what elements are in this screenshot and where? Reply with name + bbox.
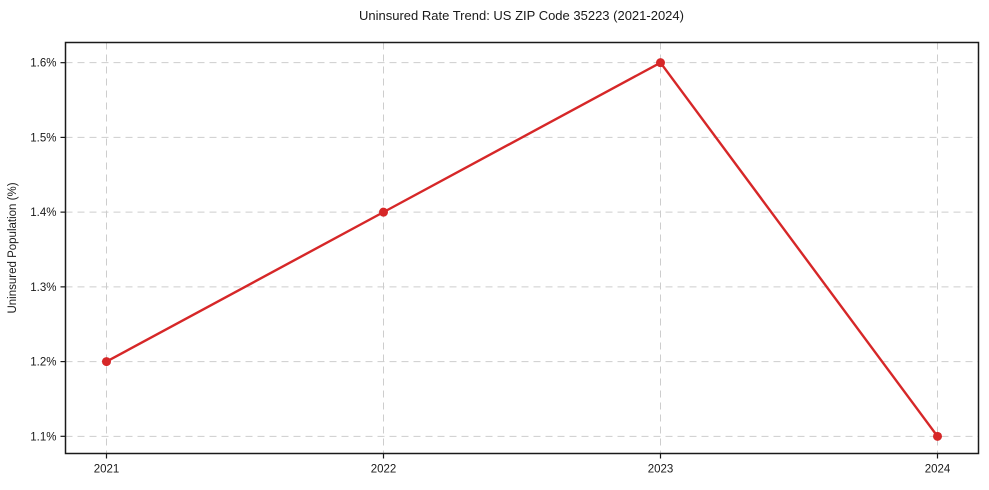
y-tick-label: 1.5%: [30, 132, 56, 144]
y-tick-label: 1.1%: [30, 431, 56, 443]
y-tick-label: 1.2%: [30, 357, 56, 369]
x-tick-label: 2023: [648, 464, 674, 476]
data-point-marker: [933, 431, 942, 441]
x-tick-label: 2022: [371, 464, 397, 476]
trend-line: [105, 61, 939, 438]
y-tick-label: 1.4%: [30, 207, 56, 219]
plot-frame: [64, 41, 980, 455]
y-tick-label: 1.3%: [30, 282, 56, 294]
chart-title: Uninsured Rate Trend: US ZIP Code 35223 …: [359, 8, 684, 23]
data-point-marker: [102, 357, 111, 367]
data-point-marker: [379, 207, 388, 217]
y-tick-label: 1.6%: [30, 58, 56, 70]
x-tick-label: 2024: [925, 464, 951, 476]
x-tick-label: 2021: [94, 464, 120, 476]
data-point-marker: [656, 58, 665, 68]
